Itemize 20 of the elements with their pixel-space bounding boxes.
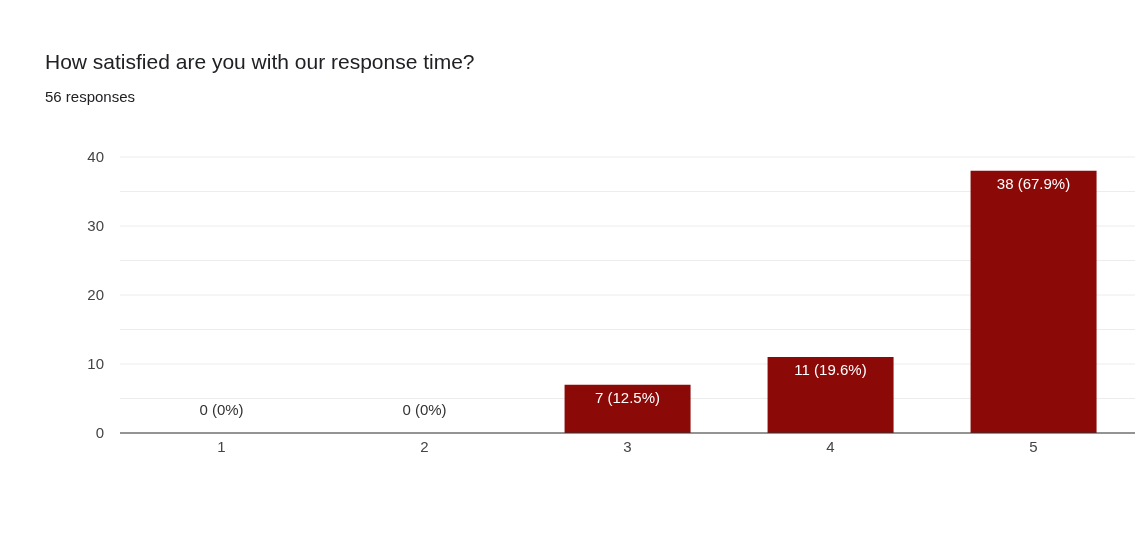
y-tick-label: 10 [87, 355, 104, 373]
x-tick-label: 1 [217, 437, 226, 455]
data-label: 11 (19.6%) [794, 361, 867, 379]
data-label: 7 (12.5%) [594, 388, 661, 406]
x-tick-label: 3 [623, 437, 632, 455]
y-tick-label: 40 [87, 148, 104, 166]
y-tick-label: 0 [95, 424, 104, 442]
chart-title: How satisfied are you with our response time? [45, 50, 475, 74]
y-tick-label: 30 [87, 217, 104, 235]
data-label: 0 (0%) [402, 401, 447, 418]
data-label: 0 (0%) [199, 401, 244, 418]
x-tick-label: 5 [1029, 437, 1038, 455]
y-tick-label: 20 [87, 286, 104, 304]
x-tick-label: 4 [826, 437, 835, 455]
data-label: 38 (67.9%) [996, 174, 1071, 192]
bar [970, 170, 1097, 433]
bar [767, 357, 894, 433]
bar [564, 384, 691, 433]
chart-subtitle: 56 responses [45, 88, 136, 105]
x-tick-label: 2 [420, 437, 429, 455]
